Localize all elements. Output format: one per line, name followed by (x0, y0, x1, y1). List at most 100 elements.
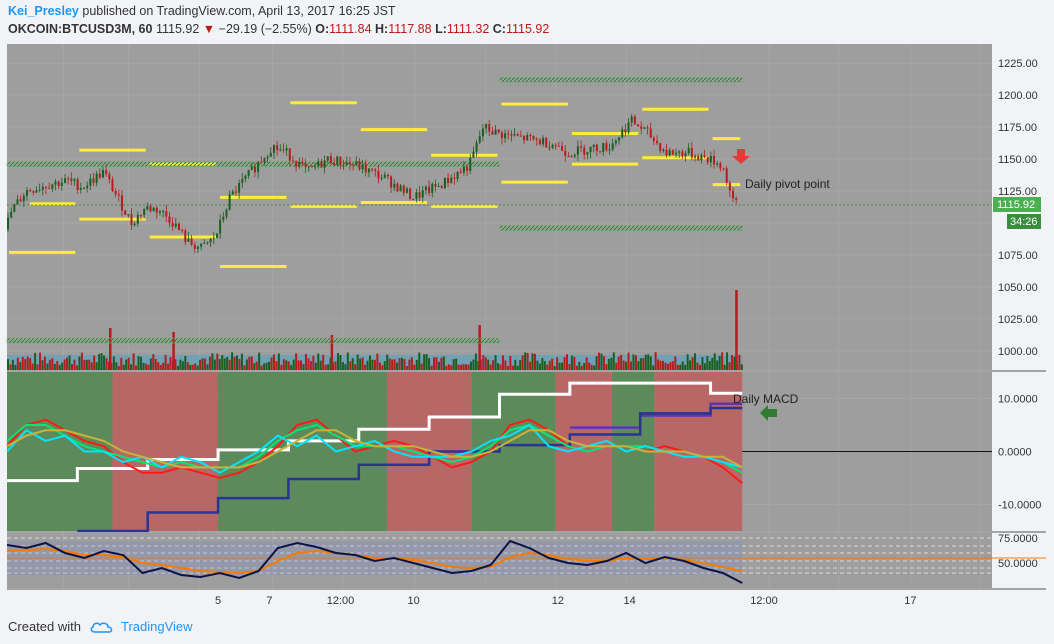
candle (70, 178, 73, 181)
candle (209, 238, 212, 243)
volume-bar (240, 353, 243, 370)
candle (488, 124, 491, 132)
candle (580, 146, 583, 148)
volume-bar (223, 358, 226, 370)
volume-bar (272, 354, 275, 370)
volume-bar (221, 354, 224, 370)
volume-bar (662, 360, 665, 370)
candle (716, 163, 719, 165)
author-link[interactable]: Kei_Presley (8, 4, 79, 18)
volume-spike (172, 332, 175, 370)
volume-bar (120, 357, 123, 370)
rsi-pane[interactable] (7, 533, 992, 588)
volume-bar (538, 363, 541, 370)
volume-bar (329, 357, 332, 370)
volume-bar (605, 364, 608, 370)
volume-bar (435, 357, 438, 370)
candle (412, 198, 415, 200)
volume-bar (647, 354, 650, 370)
down-triangle-icon: ▼ (202, 22, 216, 36)
volume-bar (336, 353, 339, 370)
volume-bar (270, 357, 273, 370)
volume-bar (277, 353, 280, 370)
volume-bar (302, 364, 305, 370)
volume-bar (657, 359, 660, 370)
countdown-badge (1007, 214, 1041, 229)
candle (583, 147, 586, 155)
candle (98, 173, 101, 178)
volume-bar (718, 355, 721, 370)
candle (659, 143, 662, 151)
macd-oscillator-line (6, 429, 743, 469)
candle (713, 156, 716, 165)
volume-bar (482, 355, 485, 370)
candle (592, 144, 595, 147)
volume-bar (620, 354, 623, 370)
volume-bar (255, 361, 258, 370)
candle (709, 156, 712, 163)
candle (538, 139, 541, 145)
candle (443, 178, 446, 189)
volume-bar (531, 353, 534, 370)
candle (367, 168, 370, 173)
volume-bar (341, 362, 344, 370)
chart-area[interactable]: 1000.00 1025.00 1050.00 1075.00 1125.00 1150.… (0, 0, 1054, 612)
volume-bar (248, 356, 251, 370)
volume-bar (295, 353, 298, 370)
volume-bar (533, 353, 536, 370)
volume-bar (93, 355, 96, 370)
volume-bar (625, 361, 628, 370)
candle (364, 164, 367, 173)
volume-bar (509, 355, 512, 370)
volume-bar (16, 357, 19, 370)
volume-bar (674, 356, 677, 370)
price-scale[interactable] (992, 44, 1046, 589)
candle (557, 145, 560, 147)
volume-bar (24, 359, 27, 370)
volume-bar (169, 357, 172, 370)
volume-bar (506, 365, 509, 370)
volume-bar (152, 354, 155, 370)
macd-zones (7, 372, 743, 531)
volume-bar (474, 353, 477, 370)
candle (29, 190, 32, 192)
candle (374, 169, 377, 171)
volume-bar (494, 355, 497, 370)
volume-bar (7, 359, 9, 370)
volume-bar (465, 364, 468, 370)
candle (567, 155, 570, 157)
candle (453, 177, 456, 179)
candle (114, 190, 117, 195)
candle (133, 223, 136, 226)
volume-bar (602, 356, 605, 370)
volume-bar (529, 361, 532, 370)
volume-bar (499, 364, 502, 370)
candle (86, 185, 89, 189)
volume-bar (356, 354, 359, 370)
volume-bar (452, 359, 455, 370)
candle (424, 186, 427, 191)
y-tick-label: 1000.00 (998, 346, 1038, 358)
volume-bar (46, 363, 49, 370)
volume-bar (51, 358, 54, 370)
volume-bar (344, 364, 347, 370)
candle (485, 124, 488, 129)
volume-bar (78, 356, 81, 370)
volume-bar (388, 358, 391, 370)
tradingview-link[interactable]: TradingView (120, 619, 193, 634)
price-pane[interactable] (7, 44, 992, 370)
volume-bar (83, 359, 86, 370)
volume-bar (95, 362, 98, 370)
volume-bar (437, 361, 440, 370)
candle (519, 135, 522, 137)
candle (694, 156, 697, 158)
volume-bar (58, 364, 61, 370)
volume-bar (39, 352, 42, 370)
volume-bar (686, 354, 689, 370)
volume-bar (659, 360, 662, 370)
candle (614, 140, 617, 144)
volume-bar (162, 362, 165, 370)
volume-bar (366, 360, 369, 370)
volume-bar (726, 352, 729, 370)
candle (542, 138, 545, 145)
